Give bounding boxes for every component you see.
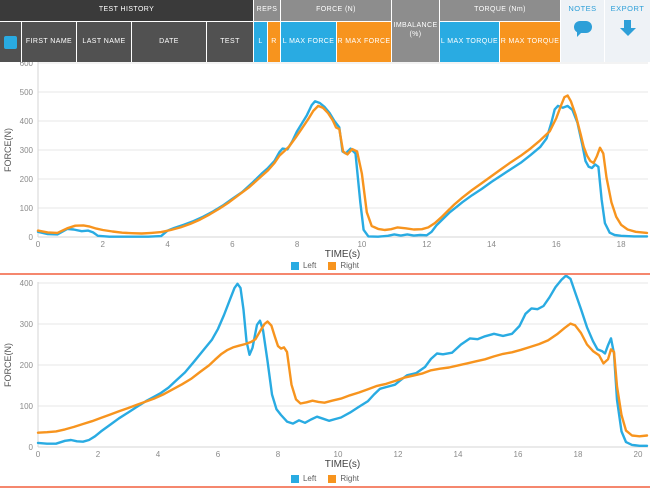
reps-group-header: REPS [254,0,280,21]
column-header-date: DATE [132,22,206,62]
svg-text:18: 18 [617,240,626,249]
svg-text:4: 4 [165,240,170,249]
series-line-left [36,100,649,238]
notes-column: NOTES [561,0,604,62]
svg-text:100: 100 [20,402,34,411]
series-line-left [36,275,649,448]
legend-item-right: Right [328,261,359,270]
svg-text:2: 2 [96,450,101,459]
svg-text:14: 14 [487,240,496,249]
column-header-r-max-torque: R MAX TORQUE [500,22,560,62]
force-time-chart-top-canvas: 0 100 200 300 400 500 600 0 2 4 6 8 10 12 14 16 18 FORCE(… [3,62,649,260]
torque-label: TORQUE (Nm) [474,6,526,14]
svg-text:0: 0 [29,233,34,242]
svg-text:10: 10 [334,450,343,459]
separator-line-bottom [0,486,650,488]
svg-text:500: 500 [20,88,34,97]
chart-bottom-legend: Left Right [0,474,650,483]
left-series-swatch [290,474,299,483]
y-axis-title: FORCE(N) [3,343,13,387]
select-all-cell [0,22,21,62]
svg-text:16: 16 [552,240,561,249]
export-download-icon[interactable] [619,20,636,37]
export-label: EXPORT [610,4,645,13]
svg-text:12: 12 [422,240,431,249]
svg-text:4: 4 [156,450,161,459]
left-series-swatch [290,261,299,270]
svg-text:6: 6 [230,240,235,249]
right-series-swatch [328,474,337,483]
svg-text:8: 8 [276,450,281,459]
column-header-reps-right: R [268,22,280,62]
svg-text:2: 2 [101,240,106,249]
svg-text:0: 0 [36,450,41,459]
force-time-chart-bottom: 0 100 200 300 400 0 2 4 6 8 10 12 14 16 18 20 FORCE(N) TI… [0,275,650,486]
imbalance-header: IMBALANCE (%) [392,0,439,62]
svg-text:300: 300 [20,146,34,155]
column-header-l-max-torque: L MAX TORQUE [440,22,499,62]
chart-top-legend: Left Right [0,261,650,270]
right-series-swatch [328,261,337,270]
test-history-group-header: TEST HISTORY [0,0,253,21]
notes-speech-bubble-icon[interactable] [573,21,592,38]
column-header-first-name: FIRST NAME [22,22,76,62]
svg-text:12: 12 [394,450,403,459]
svg-text:18: 18 [574,450,583,459]
column-header-test: TEST [207,22,253,62]
imbalance-label: IMBALANCE (%) [393,22,438,38]
force-label: FORCE (N) [316,6,356,14]
svg-text:400: 400 [20,279,34,288]
svg-text:20: 20 [634,450,643,459]
force-time-chart-top: 0 100 200 300 400 500 600 0 2 4 6 8 10 12 14 16 18 FORCE(… [0,62,650,273]
force-group-header: FORCE (N) [281,0,391,21]
results-table-header: TEST HISTORY REPS FORCE (N) IMBALANCE (%… [0,0,650,62]
export-column: EXPORT [605,0,650,62]
reps-label: REPS [256,6,278,14]
column-header-reps-left: L [254,22,267,62]
test-history-label: TEST HISTORY [98,6,155,14]
svg-text:14: 14 [454,450,463,459]
svg-text:8: 8 [295,240,300,249]
legend-item-left: Left [290,474,316,483]
x-axis-title: TIME(s) [325,249,361,260]
legend-item-left: Left [290,261,316,270]
svg-text:10: 10 [357,240,366,249]
column-header-l-max-force: L MAX FORCE [281,22,336,62]
svg-text:200: 200 [20,361,34,370]
column-header-last-name: LAST NAME [77,22,131,62]
y-axis-title: FORCE(N) [3,128,13,172]
svg-text:400: 400 [20,117,34,126]
svg-text:200: 200 [20,175,34,184]
column-header-r-max-force: R MAX FORCE [337,22,391,62]
legend-item-right: Right [328,474,359,483]
svg-text:300: 300 [20,320,34,329]
series-line-right [36,320,649,438]
svg-text:0: 0 [36,240,41,249]
x-axis-title: TIME(s) [325,459,361,470]
svg-text:16: 16 [514,450,523,459]
series-line-right [36,94,649,235]
force-time-chart-bottom-canvas: 0 100 200 300 400 0 2 4 6 8 10 12 14 16 18 20 FORCE(N) TI… [3,275,649,470]
torque-group-header: TORQUE (Nm) [440,0,560,21]
svg-text:0: 0 [29,443,34,452]
svg-text:100: 100 [20,204,34,213]
notes-label: NOTES [568,4,597,13]
separator-line-top [0,273,650,275]
svg-text:600: 600 [20,62,34,68]
select-all-checkbox[interactable] [4,35,17,49]
svg-text:6: 6 [216,450,221,459]
